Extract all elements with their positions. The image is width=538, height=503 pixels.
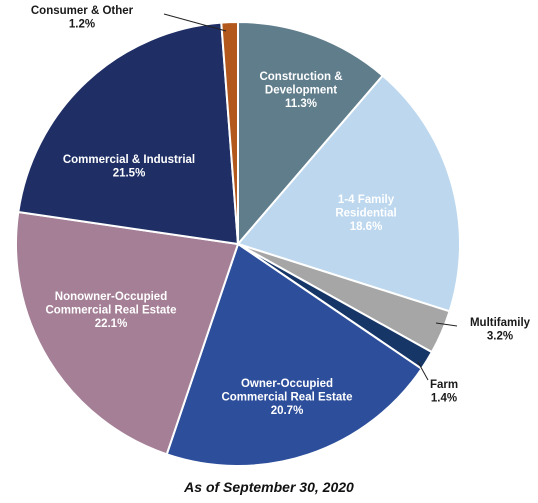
slice-label: Construction & Development 11.3% — [259, 71, 342, 110]
slice-name-label: 1-4 Family — [338, 194, 395, 206]
leader-line — [163, 13, 227, 32]
slice-name-label: Construction & — [259, 71, 342, 83]
slice-label: Farm 1.4% — [430, 379, 458, 405]
slice-label: 1-4 Family Residential 18.6% — [335, 194, 396, 233]
slice-label: Commercial & Industrial 21.5% — [63, 154, 195, 180]
slice-name-label: Residential — [335, 208, 396, 220]
pie-slice — [17, 21, 239, 245]
pie-slice — [237, 21, 384, 245]
slice-name-label: Development — [265, 85, 337, 97]
slice-name-label: Commercial & Industrial — [63, 154, 195, 166]
leader-line — [435, 322, 458, 327]
chart-caption: As of September 30, 2020 — [184, 479, 354, 495]
slice-value-label: 22.1% — [95, 318, 128, 330]
slice-name-label: Commercial Real Estate — [45, 305, 176, 317]
slice-value-label: 21.5% — [113, 168, 146, 180]
slice-value-label: 1.4% — [431, 393, 457, 405]
slice-label: Multifamily 3.2% — [470, 317, 531, 343]
slice-label: Owner-Occupied Commercial Real Estate 20.7… — [221, 378, 352, 417]
leader-lines — [163, 13, 458, 381]
slice-value-label: 3.2% — [487, 331, 513, 343]
slice-value-label: 18.6% — [350, 221, 383, 233]
slice-label: Consumer & Other 1.2% — [31, 5, 134, 31]
slice-name-label: Farm — [430, 379, 458, 391]
pie-slice — [220, 21, 239, 245]
slice-value-label: 20.7% — [271, 405, 304, 417]
slice-name-label: Commercial Real Estate — [221, 392, 352, 404]
pie-slice — [165, 243, 423, 468]
slice-value-label: 11.3% — [285, 98, 317, 110]
slice-value-label: 1.2% — [69, 19, 95, 31]
slice-name-label: Owner-Occupied — [241, 378, 333, 390]
leader-line — [417, 361, 429, 381]
slice-name-label: Consumer & Other — [31, 5, 134, 17]
slice-name-label: Multifamily — [470, 317, 531, 329]
slice-label: Nonowner-Occupied Commercial Real Estate 2… — [45, 291, 176, 330]
pie-slices — [15, 21, 461, 468]
slice-name-label: Nonowner-Occupied — [55, 291, 167, 303]
slice-labels: Construction & Development 11.3% 1-4 Family… — [31, 5, 531, 417]
pie-slice — [237, 74, 461, 313]
pie-slice — [15, 211, 239, 456]
